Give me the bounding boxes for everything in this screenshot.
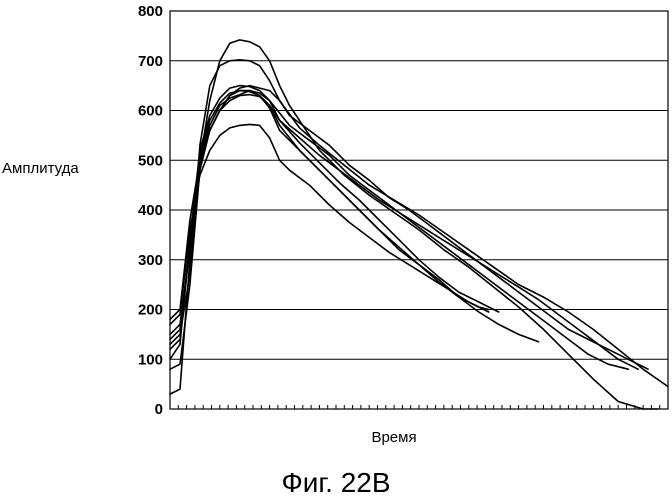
y-tick-label: 400 <box>138 202 163 219</box>
series-line-8 <box>170 91 489 350</box>
y-tick-labels: 0 100 200 300 400 500 600 700 800 <box>138 3 163 418</box>
series-line-5 <box>170 95 638 370</box>
y-tick-label: 600 <box>138 103 163 120</box>
series-line-3 <box>170 86 648 370</box>
series-line-4 <box>170 91 628 370</box>
x-axis-label: Время <box>371 429 416 446</box>
series-line-7 <box>170 86 499 360</box>
series-lines <box>170 40 668 409</box>
y-tick-label: 0 <box>155 401 163 418</box>
y-tick-label: 200 <box>138 302 163 319</box>
series-line-2 <box>170 60 668 387</box>
y-tick-label: 300 <box>138 252 163 269</box>
y-tick-label: 700 <box>138 53 163 70</box>
y-tick-label: 100 <box>138 351 163 368</box>
y-axis-label: Амплитуда <box>2 160 79 177</box>
figure-caption: Фиг. 22B <box>281 467 390 498</box>
grid-lines <box>170 61 668 360</box>
y-tick-label: 500 <box>138 152 163 169</box>
y-tick-label: 800 <box>138 3 163 20</box>
